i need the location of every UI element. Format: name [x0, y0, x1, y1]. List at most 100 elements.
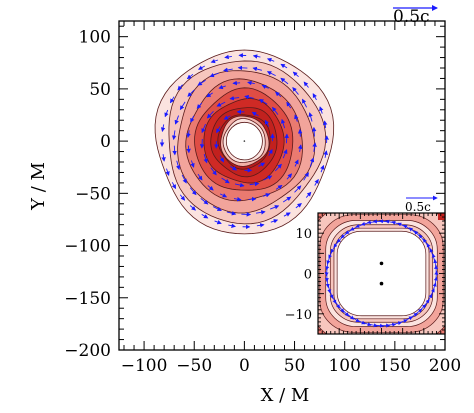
x-tick-label: 0 [239, 356, 250, 376]
y-tick-label: −100 [64, 237, 111, 257]
velocity-arrow [201, 123, 206, 134]
velocity-arrow [223, 67, 233, 73]
velocity-arrow [305, 191, 312, 198]
velocity-arrow [186, 130, 191, 138]
velocity-arrow [275, 185, 283, 190]
inset-velocity-arrow [431, 253, 436, 263]
velocity-arrow [268, 149, 273, 156]
inset-velocity-arrow [413, 230, 421, 237]
velocity-arrow [179, 194, 186, 201]
y-tick-label: 50 [89, 80, 111, 100]
velocity-arrow [294, 159, 299, 167]
velocity-arrow [247, 80, 255, 86]
velocity-arrow [174, 115, 180, 125]
velocity-arrow [216, 101, 226, 107]
inset-axis-ticks [317, 212, 446, 335]
velocity-arrow [280, 77, 289, 85]
inset-velocity-arrow [357, 320, 366, 325]
x-tick-label: −100 [121, 356, 168, 376]
main-x-tick-labels: −100 −50 0 50 100 150 200 [121, 356, 462, 376]
velocity-arrow [312, 142, 317, 152]
velocity-arrow [221, 177, 230, 184]
velocity-arrow [214, 220, 222, 225]
x-axis-label: X / M [261, 385, 310, 406]
velocity-arrow [201, 213, 209, 219]
main-plot-frame [118, 20, 446, 351]
velocity-arrow [308, 112, 313, 122]
velocity-arrow [190, 160, 195, 168]
velocity-arrow [256, 223, 265, 228]
velocity-arrow [252, 66, 263, 72]
inset-y-tick-label: 10 [295, 227, 312, 242]
main-plot-area [154, 49, 335, 235]
velocity-arrow [309, 157, 315, 167]
inset-velocity-arrow [325, 279, 330, 288]
velocity-arrow [161, 154, 166, 162]
velocity-arrow [207, 185, 214, 191]
y-tick-label: −150 [64, 289, 111, 309]
velocity-arrow [272, 106, 279, 115]
velocity-arrow [170, 96, 175, 104]
velocity-arrow [223, 115, 231, 120]
velocity-arrow [249, 181, 260, 187]
velocity-arrow [295, 203, 302, 209]
main-velocity-vectors [159, 53, 329, 230]
inset-velocity-arrow [338, 305, 345, 313]
velocity-arrow [233, 196, 242, 202]
velocity-arrow [224, 54, 232, 60]
velocity-arrow [206, 110, 214, 119]
inset-velocity-arrow [429, 248, 434, 257]
velocity-arrow [263, 175, 273, 181]
y-tick-label: 0 [100, 132, 111, 152]
velocity-arrow [230, 166, 238, 171]
velocity-arrow [206, 92, 213, 98]
main-velocity-scale: 0.5c [393, 5, 438, 27]
velocity-arrow [171, 182, 177, 190]
black-hole-marker [379, 261, 384, 266]
velocity-arrow [212, 206, 222, 211]
inset-velocity-vectors [324, 219, 439, 328]
x-tick-label: 200 [429, 356, 461, 376]
black-hole-marker [379, 281, 384, 286]
velocity-arrow [302, 98, 308, 108]
velocity-arrow [283, 212, 291, 217]
x-tick-label: −50 [176, 356, 212, 376]
velocity-arrow [255, 210, 266, 215]
main-y-tick-labels: 100 50 0 −50 −100 −150 −200 [64, 28, 111, 361]
x-tick-label: 50 [284, 356, 306, 376]
inset-velocity-arrow [369, 323, 378, 328]
x-tick-label: 100 [328, 356, 360, 376]
velocity-arrow [292, 87, 299, 95]
velocity-arrow [229, 96, 240, 101]
velocity-arrow [210, 167, 217, 176]
velocity-arrow [286, 101, 292, 109]
velocity-arrow [234, 182, 245, 188]
velocity-arrow [197, 79, 206, 86]
velocity-arrow [179, 101, 186, 111]
y-tick-label: 100 [79, 28, 111, 48]
velocity-arrow [259, 98, 268, 105]
velocity-arrow [200, 198, 209, 205]
velocity-arrow [172, 145, 177, 156]
inset-velocity-arrow [375, 323, 385, 328]
inset-density-contours [318, 213, 445, 334]
velocity-arrow [280, 63, 288, 69]
inset-plot-area [318, 213, 445, 334]
velocity-arrow [303, 172, 309, 181]
inset-y-tick-label: −10 [285, 308, 312, 323]
inset-velocity-arrow [331, 295, 337, 304]
inset-velocity-arrow [378, 219, 388, 224]
inset-y-tick-label: 0 [304, 268, 312, 283]
velocity-arrow [312, 93, 317, 101]
velocity-arrow [297, 128, 303, 137]
velocity-arrow [164, 109, 169, 118]
velocity-arrow [190, 115, 195, 123]
inset-velocity-arrow [334, 300, 340, 309]
velocity-arrow [282, 196, 292, 203]
inset-velocity-arrow [391, 220, 400, 225]
velocity-arrow [266, 71, 276, 77]
x-tick-label: 150 [379, 356, 411, 376]
inset-density-contour [336, 230, 427, 317]
inset-y-tick-labels: 10 0 −10 [285, 227, 312, 323]
velocity-arrow [311, 126, 317, 137]
